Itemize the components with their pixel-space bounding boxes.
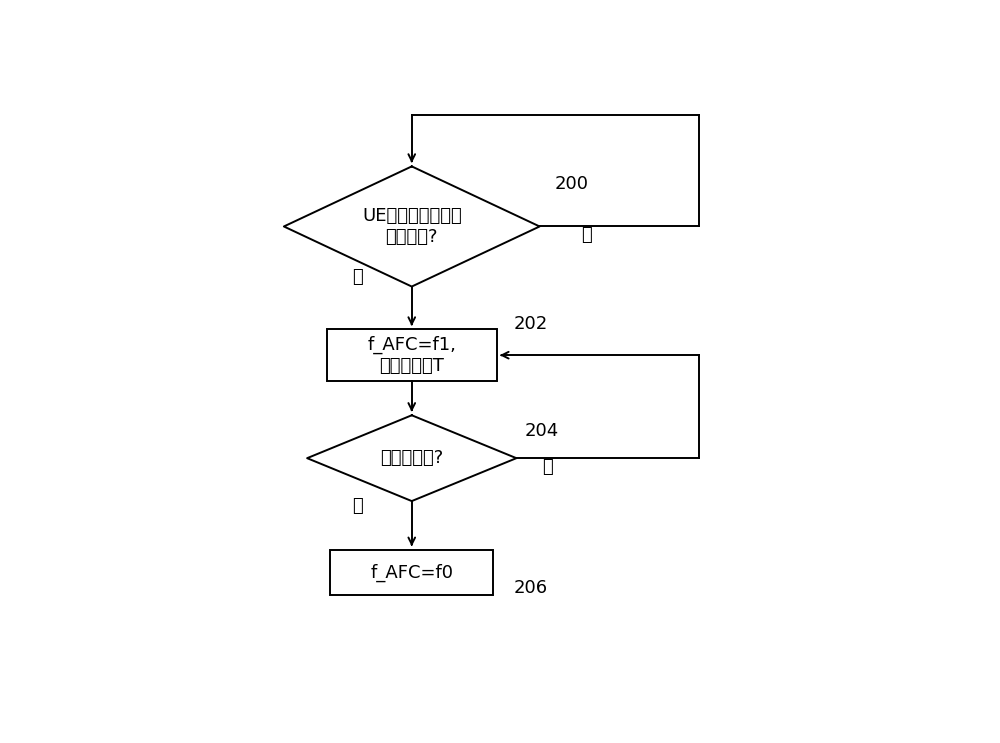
Text: 206: 206 <box>514 579 548 597</box>
Text: f_AFC=f0: f_AFC=f0 <box>370 563 453 582</box>
Text: f_AFC=f1,
启动定时器T: f_AFC=f1, 启动定时器T <box>367 336 456 374</box>
Polygon shape <box>284 166 540 287</box>
Text: 定时器复位?: 定时器复位? <box>380 450 443 467</box>
Bar <box>330 550 493 595</box>
Text: 否: 否 <box>542 458 553 476</box>
Text: 200: 200 <box>555 175 589 192</box>
Polygon shape <box>307 415 516 501</box>
Text: 202: 202 <box>514 315 548 333</box>
Bar <box>326 329 497 381</box>
Text: 是: 是 <box>352 496 363 515</box>
Text: UE是否以最大功率
接入基站?: UE是否以最大功率 接入基站? <box>362 207 462 246</box>
Text: 是: 是 <box>352 267 363 286</box>
Text: 否: 否 <box>581 226 592 244</box>
Text: 204: 204 <box>524 422 558 441</box>
